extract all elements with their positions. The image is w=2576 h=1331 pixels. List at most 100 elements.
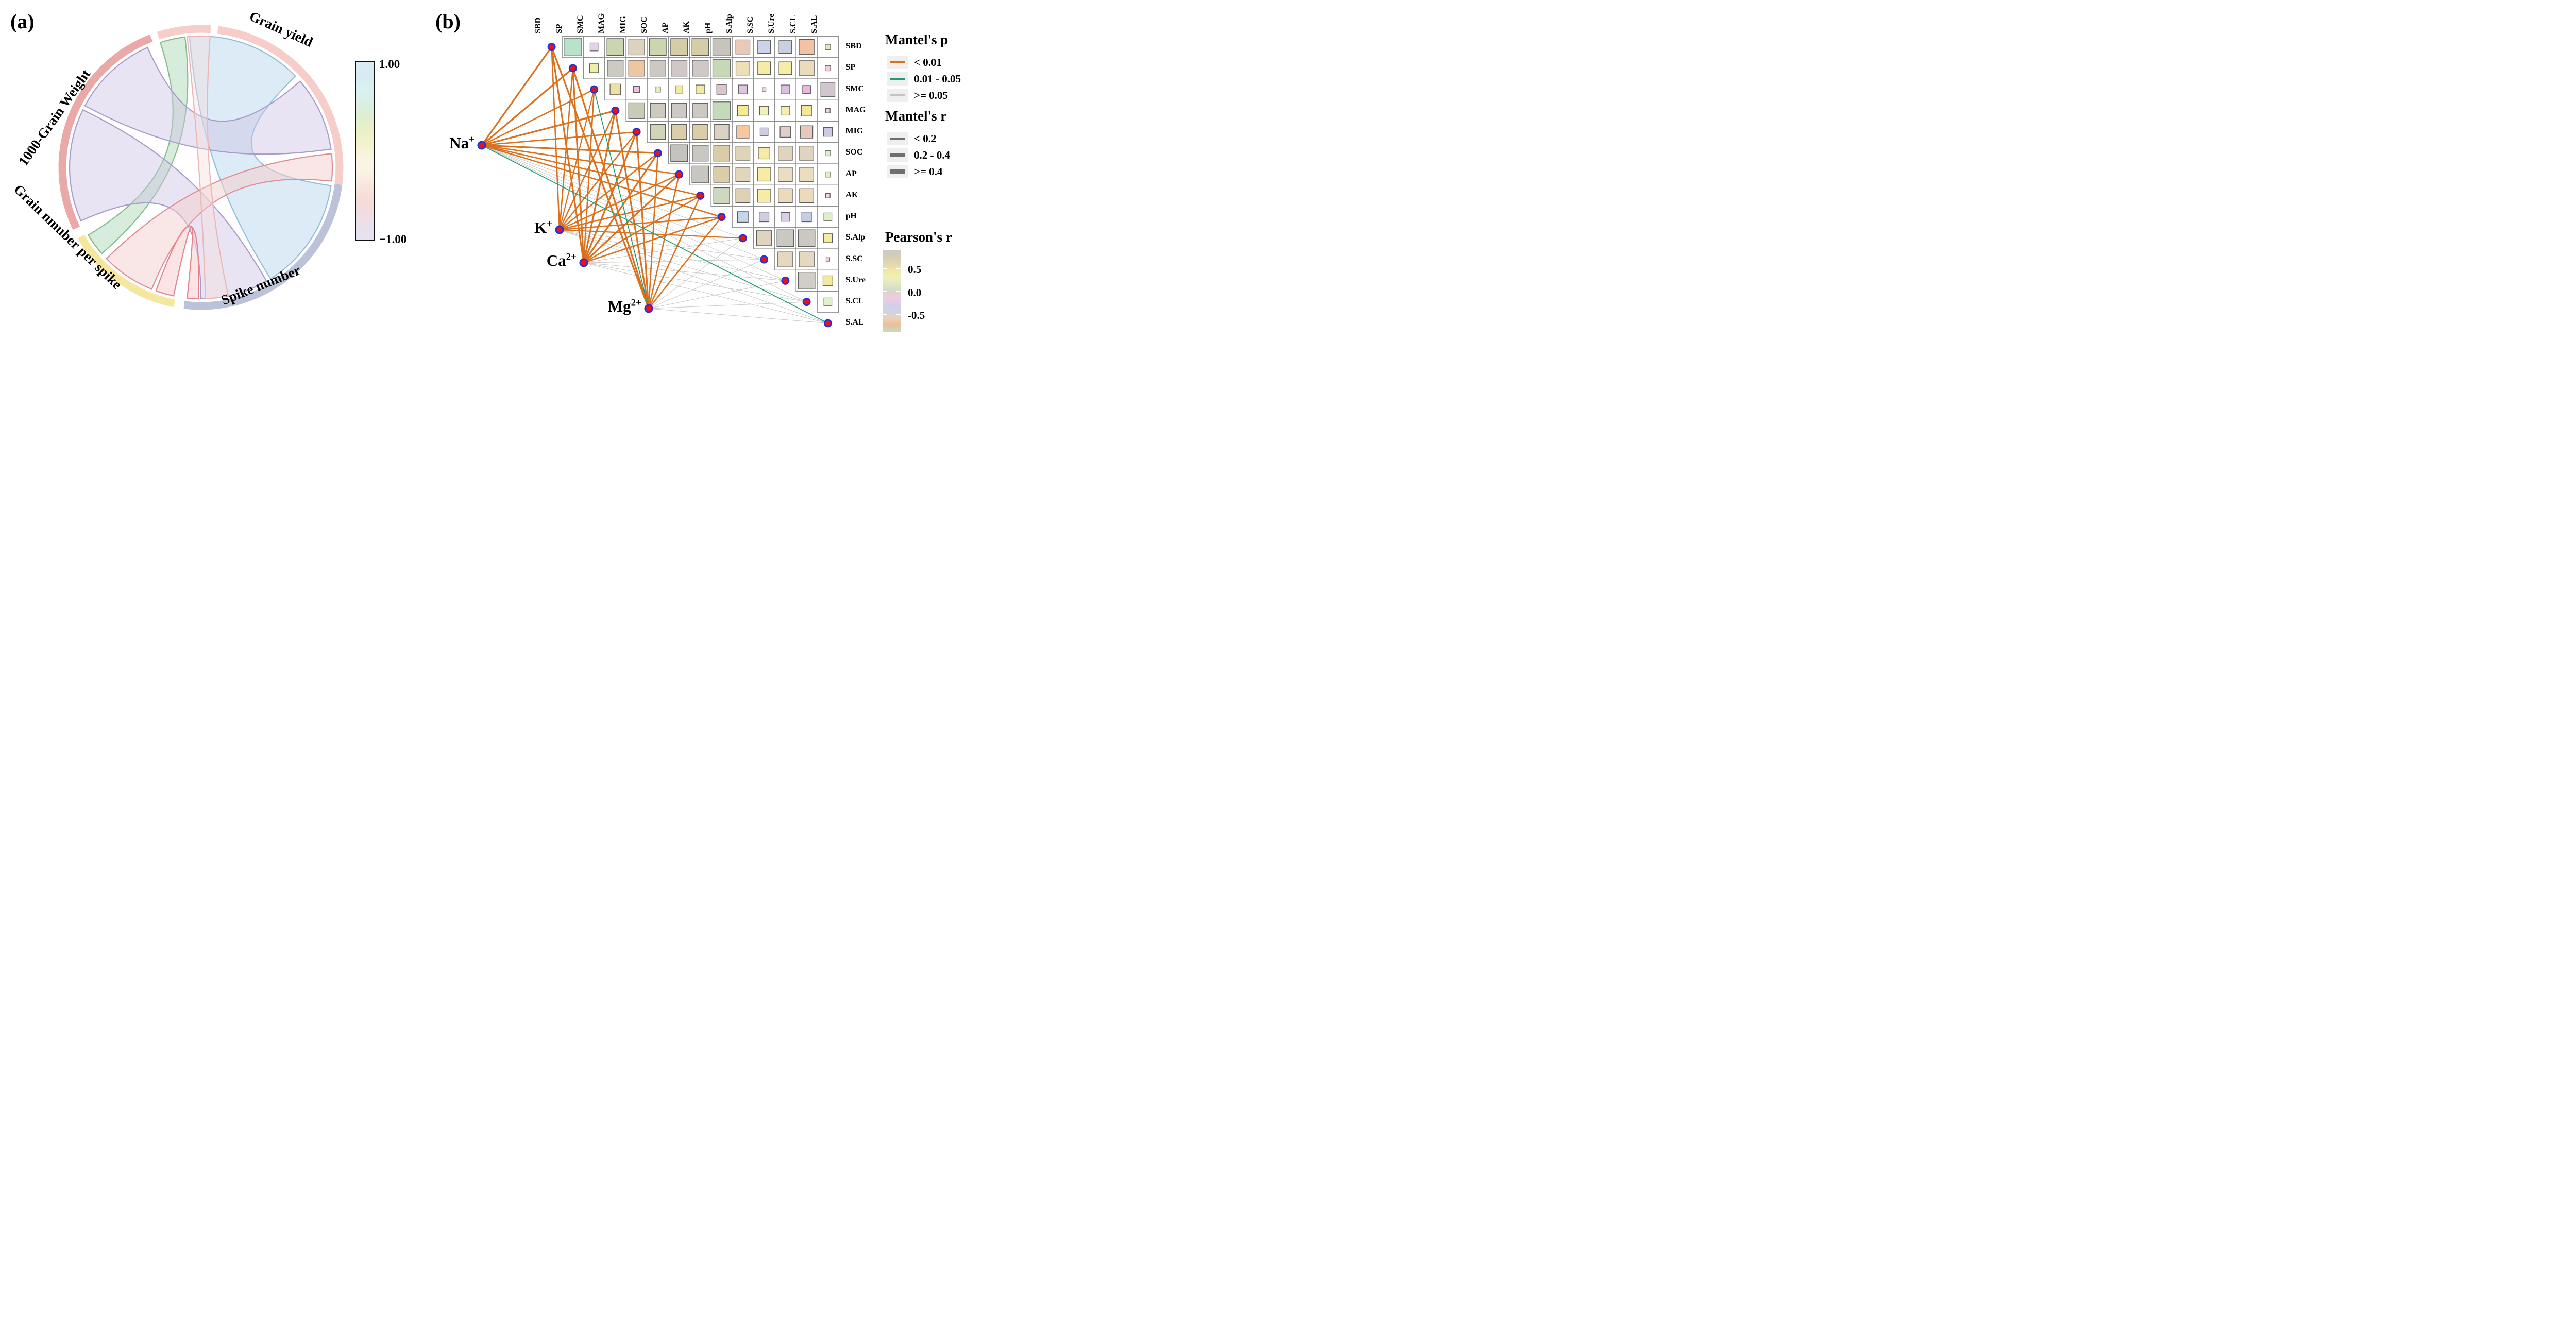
matrix-cell-square bbox=[671, 103, 687, 119]
matrix-cell-square bbox=[589, 63, 599, 73]
chord-sector-grain-yield bbox=[217, 26, 344, 185]
matrix-row-label: SOC bbox=[845, 148, 863, 157]
legend-mantel-p-title: Mantel's p bbox=[885, 32, 948, 47]
matrix-row-label: SMC bbox=[845, 84, 865, 93]
matrix-node bbox=[823, 319, 832, 328]
matrix-cell-square bbox=[757, 40, 771, 54]
panel-a-label: (a) bbox=[10, 10, 35, 33]
matrix-node bbox=[802, 298, 811, 306]
matrix-cell-square bbox=[778, 167, 793, 182]
matrix-node bbox=[781, 276, 790, 285]
matrix-row-label: S.CL bbox=[845, 297, 864, 306]
matrix-cell-square bbox=[675, 85, 683, 94]
matrix-cell-square bbox=[670, 144, 688, 162]
network-edge bbox=[648, 237, 743, 309]
matrix-cell-square bbox=[778, 146, 793, 161]
mantel-r-key-line-icon bbox=[887, 132, 908, 145]
matrix-cell-square bbox=[778, 40, 792, 54]
matrix-cell bbox=[753, 36, 775, 58]
mantel-p-label: < 0.01 bbox=[914, 56, 942, 69]
network-edge bbox=[583, 131, 638, 264]
matrix-cell-square bbox=[650, 103, 666, 119]
matrix-cell-square bbox=[712, 101, 731, 120]
matrix-cell-square bbox=[823, 212, 833, 221]
network-edge bbox=[583, 195, 701, 264]
matrix-cell-square bbox=[692, 60, 709, 77]
chord-sector-grain-number-per-spike bbox=[77, 234, 176, 308]
matrix-cell-square bbox=[737, 105, 749, 116]
figure-graphics bbox=[58, 25, 901, 332]
chord-ribbon-purpleB bbox=[69, 108, 268, 300]
matrix-cell-square bbox=[671, 124, 687, 140]
pearson-tick-05: 0.5 bbox=[908, 263, 922, 276]
mantel-p-item: < 0.01 bbox=[887, 56, 942, 69]
matrix-column-label: AK bbox=[682, 21, 691, 33]
matrix-cell-square bbox=[799, 167, 814, 182]
network-edge bbox=[583, 174, 680, 264]
matrix-cell-square bbox=[633, 86, 640, 93]
matrix-cell-square bbox=[736, 125, 750, 139]
network-edge bbox=[572, 67, 650, 310]
pearson-tick-00: 0.0 bbox=[908, 286, 922, 299]
matrix-cell-square bbox=[564, 38, 582, 56]
matrix-cell-square bbox=[799, 188, 814, 203]
matrix-row-label: SBD bbox=[845, 42, 862, 51]
matrix-row-label: S.AL bbox=[845, 318, 864, 327]
matrix-row-label: pH bbox=[845, 212, 857, 221]
correlation-network bbox=[477, 36, 839, 328]
network-edge bbox=[648, 174, 680, 310]
matrix-cell-square bbox=[756, 230, 772, 246]
matrix-cell-square bbox=[800, 125, 814, 139]
matrix-cell-square bbox=[649, 38, 667, 56]
chord-ribbon-green bbox=[87, 36, 189, 254]
network-edge bbox=[551, 46, 650, 310]
matrix-cell-square bbox=[628, 102, 645, 119]
network-edge bbox=[551, 46, 561, 231]
network-edge bbox=[648, 152, 659, 310]
network-edge bbox=[558, 195, 701, 231]
matrix-row-label: MAG bbox=[845, 105, 866, 114]
network-edge bbox=[648, 301, 807, 309]
matrix-node bbox=[675, 170, 684, 179]
mantel-r-key-line-icon bbox=[887, 165, 908, 178]
matrix-node bbox=[590, 85, 599, 94]
chord-ribbon-pink1 bbox=[105, 153, 333, 290]
network-edge bbox=[481, 67, 574, 146]
matrix-column-label: S.CL bbox=[788, 15, 798, 33]
matrix-cell-square bbox=[712, 38, 731, 56]
chord-diagram bbox=[58, 25, 344, 310]
mantel-p-item: >= 0.05 bbox=[887, 89, 948, 102]
network-edge bbox=[583, 152, 659, 264]
matrix-node bbox=[568, 64, 577, 73]
network-edge bbox=[559, 229, 765, 260]
matrix-node bbox=[611, 106, 620, 115]
matrix-cell-square bbox=[798, 229, 816, 247]
matrix-cell-square bbox=[692, 145, 709, 162]
matrix-cell-square bbox=[589, 42, 599, 52]
matrix-cell-square bbox=[713, 166, 730, 183]
network-edge bbox=[558, 131, 637, 231]
mantel-r-label: < 0.2 bbox=[914, 132, 937, 145]
chord-sector-grain-yield-sliver bbox=[157, 25, 211, 40]
network-edge bbox=[583, 262, 828, 323]
matrix-column-label: S.Ure bbox=[767, 13, 776, 33]
network-edge bbox=[594, 89, 649, 309]
network-edge bbox=[558, 216, 722, 231]
matrix-cell-square bbox=[735, 188, 751, 203]
matrix-column-label: S.SC bbox=[746, 16, 755, 33]
matrix-cell-square bbox=[757, 189, 771, 203]
matrix-cell-square bbox=[735, 61, 750, 76]
network-edge bbox=[481, 145, 786, 281]
mantel-r-label: 0.2 - 0.4 bbox=[914, 148, 950, 161]
matrix-cell-square bbox=[735, 39, 751, 55]
matrix-cell-square bbox=[692, 124, 708, 140]
matrix-row-label: MIG bbox=[845, 127, 863, 136]
matrix-cell-square bbox=[799, 146, 814, 161]
matrix-cell-square bbox=[628, 39, 645, 56]
matrix-column-label: AP bbox=[661, 22, 670, 33]
matrix-cell-square bbox=[801, 105, 812, 116]
matrix-cell-square bbox=[799, 60, 815, 76]
legend-pearson-title: Pearson's r bbox=[885, 229, 952, 245]
mantel-p-item: 0.01 - 0.05 bbox=[887, 72, 961, 86]
matrix-cell-square bbox=[781, 106, 790, 116]
